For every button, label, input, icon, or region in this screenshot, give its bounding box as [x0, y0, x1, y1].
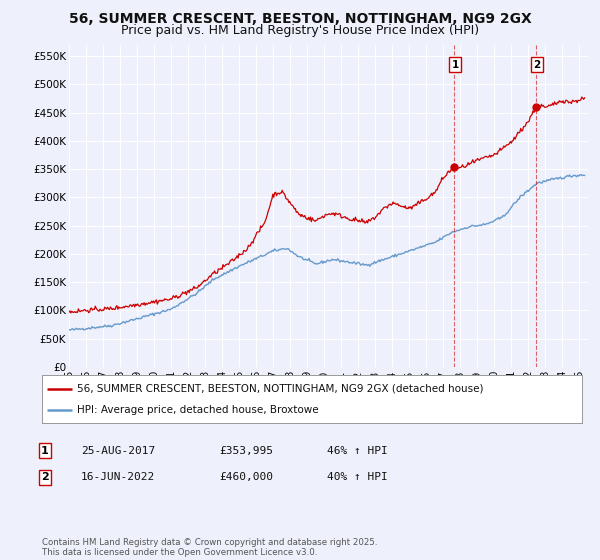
Text: 2: 2 [41, 472, 49, 482]
Text: 1: 1 [452, 59, 459, 69]
Text: 40% ↑ HPI: 40% ↑ HPI [327, 472, 388, 482]
Text: £353,995: £353,995 [219, 446, 273, 456]
Text: 1: 1 [41, 446, 49, 456]
Text: Price paid vs. HM Land Registry's House Price Index (HPI): Price paid vs. HM Land Registry's House … [121, 24, 479, 36]
Text: 25-AUG-2017: 25-AUG-2017 [81, 446, 155, 456]
Text: HPI: Average price, detached house, Broxtowe: HPI: Average price, detached house, Brox… [77, 405, 319, 415]
Text: £460,000: £460,000 [219, 472, 273, 482]
Text: 16-JUN-2022: 16-JUN-2022 [81, 472, 155, 482]
Text: 56, SUMMER CRESCENT, BEESTON, NOTTINGHAM, NG9 2GX (detached house): 56, SUMMER CRESCENT, BEESTON, NOTTINGHAM… [77, 384, 484, 394]
Text: 46% ↑ HPI: 46% ↑ HPI [327, 446, 388, 456]
Text: Contains HM Land Registry data © Crown copyright and database right 2025.
This d: Contains HM Land Registry data © Crown c… [42, 538, 377, 557]
Text: 2: 2 [533, 59, 541, 69]
Text: 56, SUMMER CRESCENT, BEESTON, NOTTINGHAM, NG9 2GX: 56, SUMMER CRESCENT, BEESTON, NOTTINGHAM… [68, 12, 532, 26]
